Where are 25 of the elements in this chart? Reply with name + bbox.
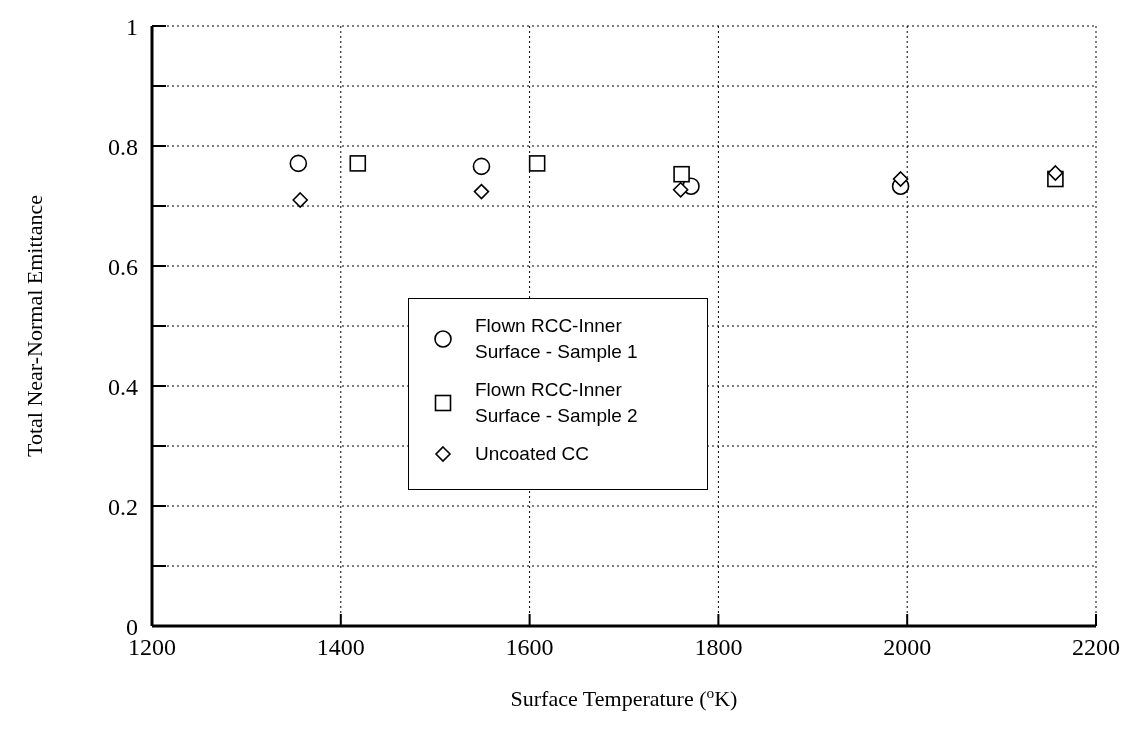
y-tick-label: 0.2 (108, 493, 138, 520)
y-axis-title: Total Near-Normal Emittance (22, 195, 47, 457)
point (473, 183, 490, 200)
point (289, 154, 308, 173)
point (673, 165, 690, 183)
point (672, 182, 689, 198)
legend-label: Uncoated CC (475, 442, 591, 466)
legend-label: Flown RCC-Inner Surface - Sample 1 (475, 314, 639, 364)
x-tick-label: 2000 (883, 634, 932, 661)
point (472, 157, 491, 176)
x-tick-label: 2200 (1072, 634, 1120, 661)
y-tick-label: 0.4 (108, 373, 138, 400)
point (892, 171, 909, 187)
point (1047, 165, 1064, 181)
point (349, 155, 367, 172)
x-tick-label: 1400 (316, 634, 365, 661)
y-tick-label: 1 (126, 13, 138, 40)
y-tick-label: 0.8 (108, 133, 138, 160)
point (292, 192, 309, 208)
x-axis-title: Surface Temperature ($^{o}$K) (510, 683, 738, 711)
y-tick-label: 0.6 (108, 253, 138, 280)
point (528, 155, 546, 172)
x-tick-label: 1600 (505, 634, 554, 661)
x-tick-label: 1800 (694, 634, 743, 661)
legend-label: Flown RCC-Inner Surface - Sample 2 (475, 378, 639, 428)
